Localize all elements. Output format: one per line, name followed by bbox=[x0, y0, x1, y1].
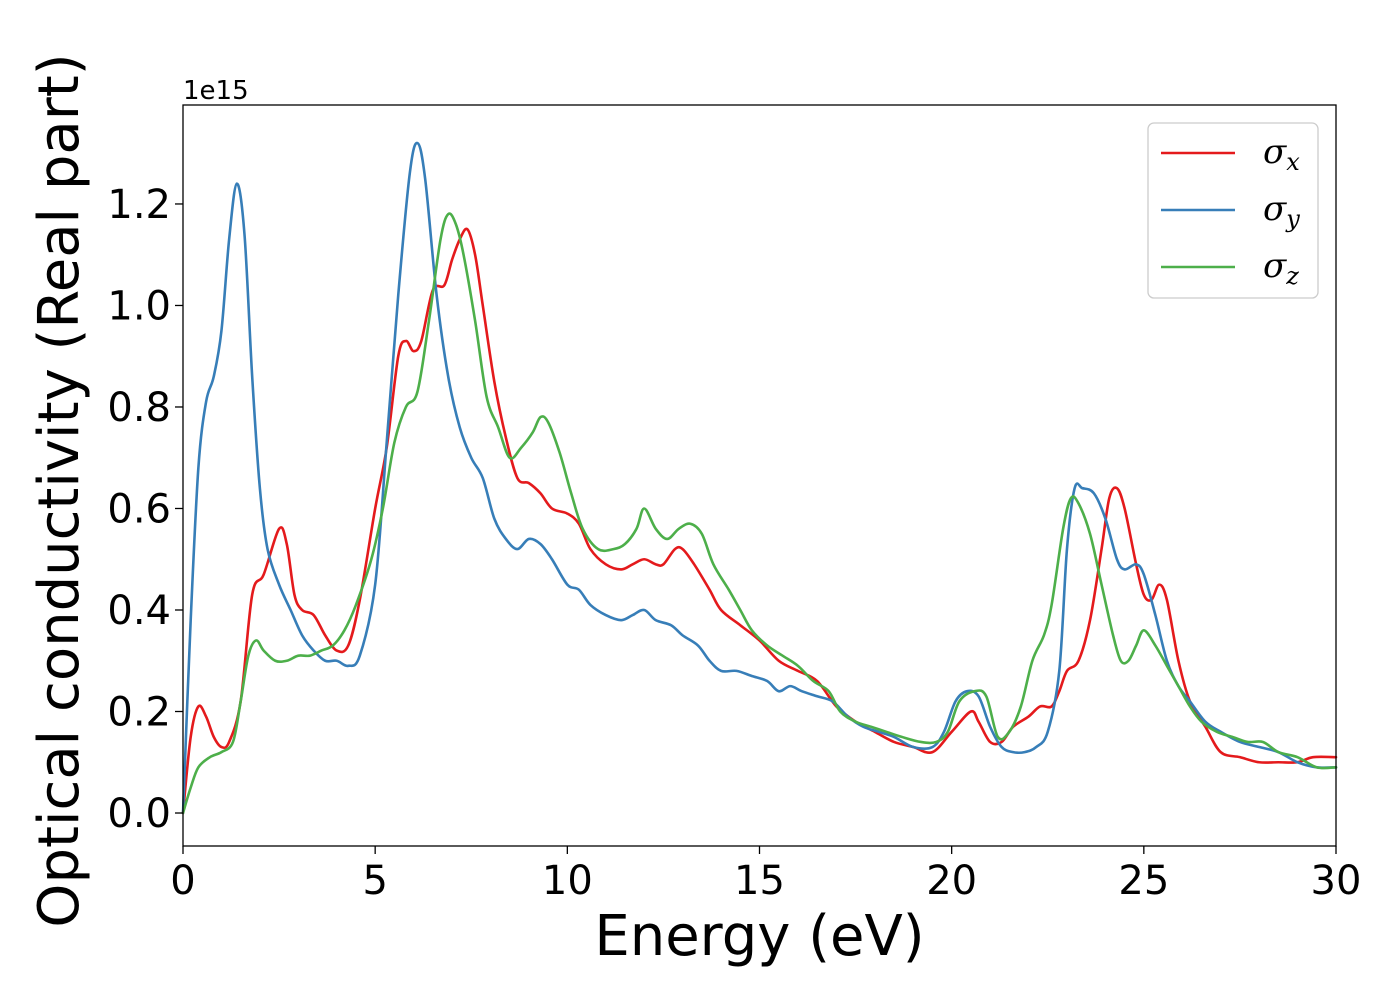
x-tick-label: 25 bbox=[1118, 858, 1169, 904]
x-tick-label: 30 bbox=[1311, 858, 1362, 904]
x-axis-ticks: 0 5 10 15 20 25 30 bbox=[170, 846, 1361, 904]
y-axis-ticks: 0.0 0.2 0.4 0.6 0.8 1.0 1.2 bbox=[107, 182, 183, 837]
series-line-z bbox=[181, 212, 1338, 815]
y-tick-label: 0.2 bbox=[107, 690, 171, 736]
y-axis-title: Optical conductivity (Real part) bbox=[27, 53, 92, 927]
y-tick-label: 1.0 bbox=[107, 283, 171, 329]
y-offset-label: 1e15 bbox=[183, 76, 249, 106]
legend-label-z: σz bbox=[1263, 246, 1299, 290]
y-tick-label: 0.8 bbox=[107, 385, 171, 431]
legend-subscript: y bbox=[1285, 205, 1300, 233]
x-tick-label: 10 bbox=[542, 858, 593, 904]
x-tick-label: 20 bbox=[926, 858, 977, 904]
y-tick-label: 0.0 bbox=[107, 791, 171, 837]
series-layer bbox=[181, 141, 1338, 815]
y-tick-label: 0.4 bbox=[107, 588, 171, 634]
x-axis-title: Energy (eV) bbox=[594, 904, 924, 969]
x-tick-label: 15 bbox=[734, 858, 785, 904]
y-tick-label: 0.6 bbox=[107, 486, 171, 532]
x-tick-label: 5 bbox=[362, 858, 387, 904]
legend-subscript: x bbox=[1286, 148, 1300, 176]
x-tick-label: 0 bbox=[170, 858, 195, 904]
series-line-x bbox=[181, 227, 1338, 815]
y-tick-label: 1.2 bbox=[107, 182, 171, 228]
series-line-y bbox=[181, 141, 1338, 815]
legend-subscript: z bbox=[1285, 262, 1299, 290]
